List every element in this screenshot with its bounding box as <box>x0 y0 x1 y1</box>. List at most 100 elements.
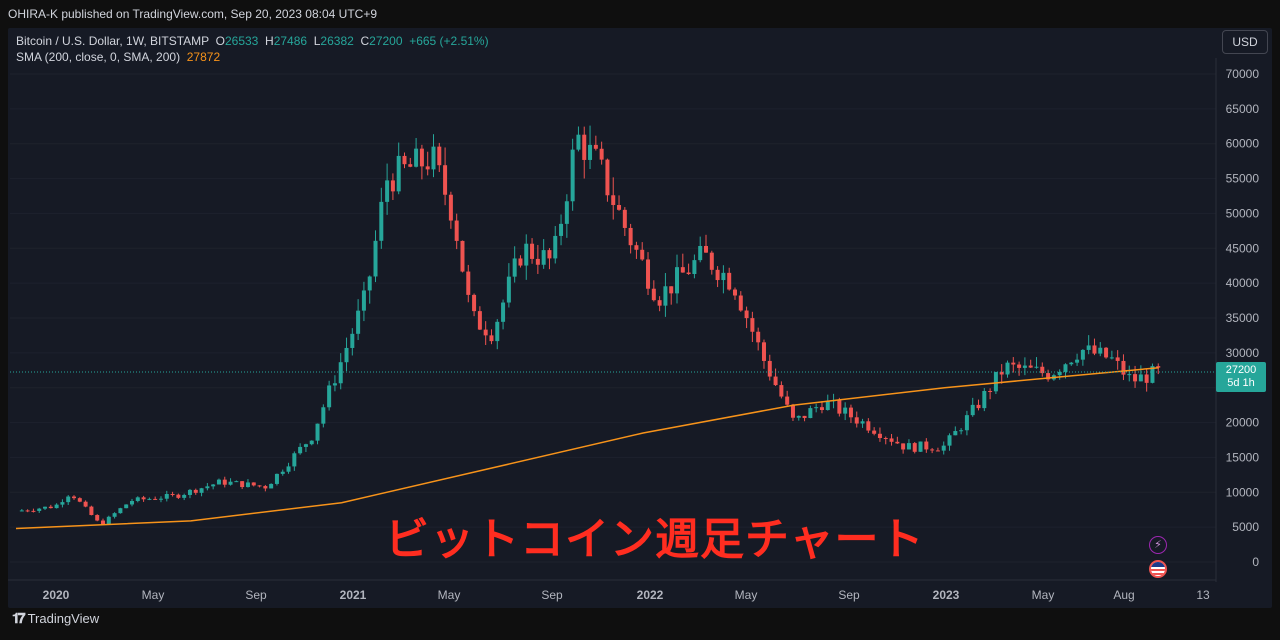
candle-body <box>535 258 540 265</box>
candle-body <box>1011 362 1016 365</box>
candle-body <box>1138 374 1143 382</box>
candle-body <box>1115 357 1120 361</box>
candle-body <box>240 481 245 488</box>
candle-body <box>582 134 587 160</box>
candle-body <box>611 195 616 206</box>
candle-body <box>472 294 477 312</box>
candle-body <box>1086 345 1091 350</box>
candle-body <box>1144 374 1149 383</box>
candle-body <box>808 408 813 419</box>
candle-body <box>269 483 274 489</box>
tradingview-logo[interactable]: 𝟏𝟕 TradingView <box>12 610 99 627</box>
candle-body <box>199 488 204 493</box>
candle-body <box>848 407 853 418</box>
candle-body <box>1098 347 1103 354</box>
candle-body <box>286 466 291 472</box>
candle-body <box>315 423 320 441</box>
candle-body <box>988 390 993 392</box>
candle-body <box>60 502 65 505</box>
candle-body <box>860 421 865 424</box>
open-label: O <box>215 34 225 48</box>
candle-body <box>106 516 111 525</box>
candle-body <box>1127 374 1132 376</box>
candle-body <box>501 302 506 322</box>
candle-body <box>251 482 256 486</box>
candle-body <box>292 453 297 467</box>
close-value: 27200 <box>369 34 403 48</box>
candle-body <box>941 445 946 451</box>
candle-body <box>1133 374 1138 382</box>
candle-body <box>338 362 343 384</box>
high-value: 27486 <box>273 34 308 48</box>
candle-body <box>1121 360 1126 375</box>
lightning-icon[interactable]: ⚡ <box>1149 536 1167 554</box>
candle-body <box>530 243 535 259</box>
candle-body <box>298 446 303 454</box>
candle-body <box>651 288 656 301</box>
candle-body <box>211 484 216 487</box>
candle-body <box>216 479 221 485</box>
last-price-value: 27200 <box>1225 364 1257 376</box>
candle-body <box>657 300 662 306</box>
sma-indicator-value: 27872 <box>186 50 221 64</box>
x-tick-label: 13 <box>1196 588 1210 602</box>
candle-body <box>1092 345 1097 354</box>
candle-body <box>396 155 401 192</box>
candle-body <box>373 240 378 277</box>
candle-body <box>686 272 691 275</box>
candle-body <box>756 331 761 343</box>
candle-body <box>483 329 488 336</box>
candle-body <box>622 209 627 228</box>
candle-body <box>906 443 911 450</box>
candle-body <box>431 146 436 170</box>
candle-body <box>999 371 1004 375</box>
chart-legend: Bitcoin / U.S. Dollar, 1W, BITSTAMP O265… <box>16 33 489 65</box>
candle-body <box>721 272 726 281</box>
candle-body <box>796 415 801 418</box>
candle-body <box>1075 359 1080 363</box>
candle-body <box>692 260 697 275</box>
candle-body <box>54 504 59 509</box>
candle-body <box>1046 373 1051 380</box>
open-value: 26533 <box>224 34 259 48</box>
candle-body <box>170 493 175 495</box>
candle-body <box>964 415 969 431</box>
y-tick-label: 50000 <box>1226 206 1260 220</box>
candle-body <box>350 333 355 348</box>
candle-body <box>912 443 917 452</box>
candle-body <box>77 498 82 502</box>
candle-body <box>605 159 610 196</box>
us-flag-icon[interactable] <box>1149 560 1167 578</box>
candle-body <box>414 148 419 167</box>
currency-button[interactable]: USD <box>1222 30 1268 54</box>
candle-body <box>118 508 123 514</box>
candle-body <box>193 489 198 493</box>
x-tick-label: May <box>1032 588 1055 602</box>
high-label: H <box>265 34 274 48</box>
symbol-label[interactable]: Bitcoin / U.S. Dollar, 1W, BITSTAMP <box>16 34 209 48</box>
candle-body <box>518 258 523 266</box>
candle-body <box>593 144 598 149</box>
y-tick-label: 70000 <box>1226 67 1260 81</box>
candle-body <box>559 223 564 236</box>
candle-body <box>437 146 442 166</box>
candle-body <box>153 498 158 500</box>
candle-body <box>1005 362 1010 375</box>
candle-body <box>448 194 453 221</box>
candle-body <box>1156 366 1161 368</box>
candle-body <box>1057 371 1062 376</box>
candle-body <box>680 267 685 273</box>
candle-body <box>640 249 645 260</box>
candle-body <box>617 205 622 210</box>
tradingview-logo-icon: 𝟏𝟕 <box>12 610 26 626</box>
candle-body <box>837 400 842 414</box>
y-tick-label: 60000 <box>1226 137 1260 151</box>
candle-body <box>732 289 737 296</box>
sma-indicator-label[interactable]: SMA (200, close, 0, SMA, 200) <box>16 50 181 64</box>
candle-body <box>704 245 709 253</box>
candle-body <box>889 438 894 442</box>
candle-body <box>495 321 500 342</box>
candle-body <box>332 383 337 386</box>
candle-body <box>321 407 326 424</box>
